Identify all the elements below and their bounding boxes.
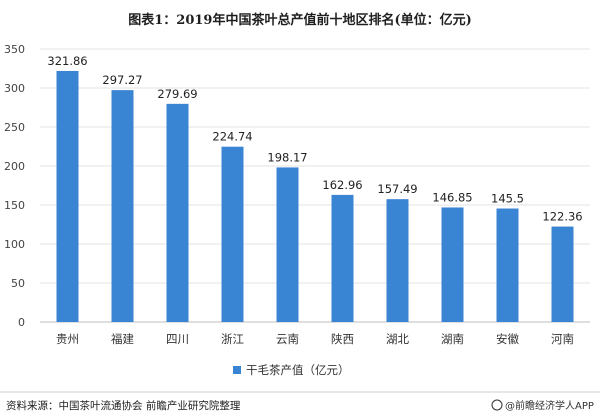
y-tick-label: 100 (4, 238, 25, 251)
x-category-label: 河南 (551, 332, 574, 346)
x-category-label: 陕西 (331, 332, 354, 346)
data-label: 279.69 (157, 87, 197, 101)
data-label: 162.96 (322, 178, 362, 192)
y-tick-label: 300 (4, 82, 25, 95)
data-label: 146.85 (432, 190, 472, 204)
x-category-label: 湖南 (441, 332, 464, 346)
bar (386, 199, 409, 322)
bar (551, 226, 574, 322)
data-label: 297.27 (102, 73, 142, 87)
source-note: 资料来源：中国茶叶流通协会 前瞻产业研究院整理 (6, 399, 241, 412)
brand-icon (491, 399, 503, 411)
bar (441, 207, 464, 322)
x-category-label: 福建 (111, 332, 134, 346)
data-label: 122.36 (542, 210, 582, 224)
bar (111, 90, 134, 323)
brand-label: @前瞻经济学人APP (505, 399, 594, 412)
legend: 干毛茶产值（亿元） (233, 363, 350, 377)
y-tick-label: 150 (4, 199, 25, 212)
bar (276, 167, 299, 322)
x-category-label: 湖北 (386, 332, 409, 346)
legend-swatch (233, 366, 241, 374)
data-labels: 321.86 297.27 279.69 224.74 198.17 162.96 157.… (47, 54, 582, 224)
brand-logo: @前瞻经济学人APP (491, 399, 594, 412)
y-tick-label: 350 (4, 43, 25, 56)
x-category-label: 安徽 (496, 332, 519, 346)
data-label: 224.74 (212, 130, 252, 144)
bar (496, 208, 519, 322)
y-tick-label: 200 (4, 160, 25, 173)
data-label: 145.5 (491, 192, 524, 206)
bars (56, 70, 574, 323)
chart-title: 图表1：2019年中国茶叶总产值前十地区排名(单位：亿元) (128, 12, 472, 28)
bar (221, 146, 244, 322)
bar (166, 103, 189, 322)
x-axis-categories: 贵州 福建 四川 浙江 云南 陕西 湖北 湖南 安徽 河南 (56, 332, 574, 346)
bar (331, 194, 354, 322)
y-tick-label: 0 (18, 316, 25, 329)
bar (56, 70, 79, 322)
x-category-label: 四川 (166, 332, 189, 346)
x-category-label: 云南 (276, 332, 299, 346)
legend-label: 干毛茶产值（亿元） (246, 363, 350, 377)
y-axis-ticks: 0 50 100 150 200 250 300 350 (4, 43, 25, 329)
x-category-label: 贵州 (56, 332, 79, 346)
data-label: 198.17 (267, 150, 307, 164)
y-tick-label: 250 (4, 121, 25, 134)
y-tick-label: 50 (11, 277, 25, 290)
data-label: 157.49 (377, 182, 417, 196)
x-category-label: 浙江 (221, 332, 244, 346)
data-label: 321.86 (47, 54, 87, 68)
